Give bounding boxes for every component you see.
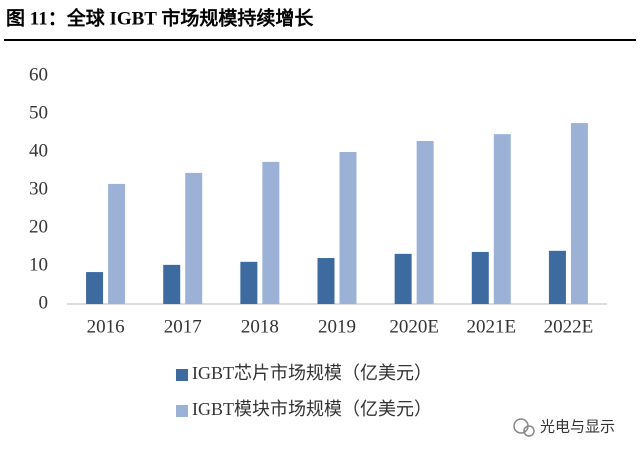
bar (493, 134, 511, 304)
watermark: 光电与显示 (540, 418, 615, 436)
x-tick-label: 2019 (318, 316, 356, 337)
y-tick-label: 60 (29, 64, 48, 85)
bar (108, 183, 126, 304)
legend-swatch (176, 369, 188, 381)
bar (185, 172, 203, 304)
y-tick-label: 50 (29, 102, 48, 123)
bar (240, 261, 258, 304)
bar (262, 161, 280, 304)
bar (416, 140, 434, 304)
x-tick-label: 2018 (241, 316, 279, 337)
y-tick-label: 0 (39, 292, 49, 313)
x-tick-label: 2021E (466, 316, 516, 337)
y-tick-label: 30 (29, 178, 48, 199)
x-tick-label: 2017 (164, 316, 202, 337)
x-tick-label: 2016 (87, 316, 125, 337)
legend-label: IGBT芯片市场规模（亿美元） (192, 363, 432, 383)
x-tick-label: 2022E (544, 316, 594, 337)
bar (339, 152, 357, 304)
legend-swatch (176, 405, 188, 417)
bar (471, 251, 489, 304)
y-tick-label: 20 (29, 216, 48, 237)
bar (317, 258, 335, 304)
y-tick-label: 40 (29, 140, 48, 161)
legend-label: IGBT模块市场规模（亿美元） (192, 399, 432, 419)
bar (86, 272, 104, 304)
x-tick-label: 2020E (389, 316, 439, 337)
bar (548, 250, 566, 304)
y-tick-label: 10 (29, 254, 48, 275)
bar (570, 123, 588, 305)
watermark-icon (513, 418, 535, 437)
chart-title: 图 11：全球 IGBT 市场规模持续增长 (6, 6, 314, 29)
bar (394, 253, 412, 304)
bar (163, 264, 181, 304)
